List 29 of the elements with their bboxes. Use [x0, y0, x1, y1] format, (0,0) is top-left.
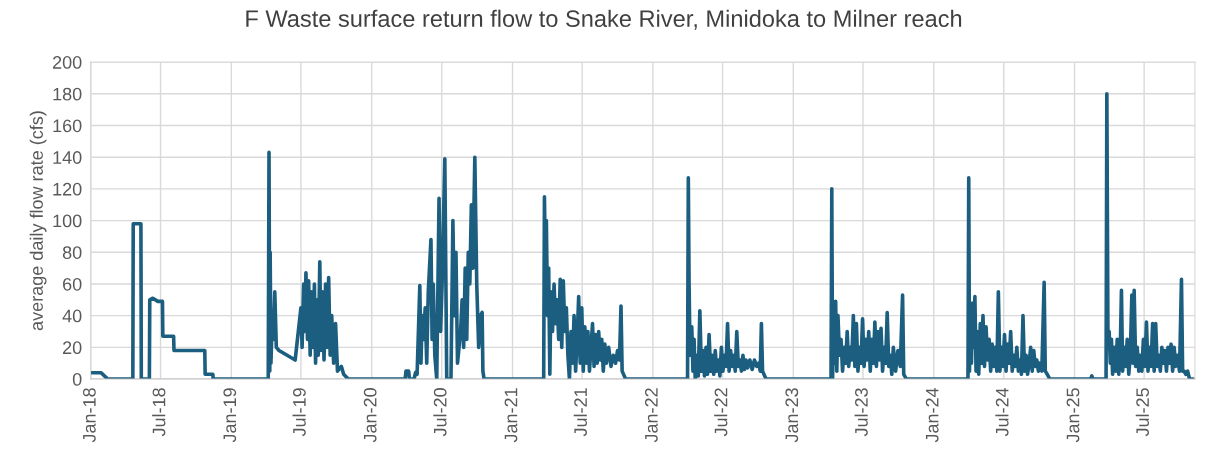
- y-axis-title: average daily flow rate (cfs): [29, 111, 47, 331]
- y-tick-label: 160: [53, 119, 82, 133]
- x-tick-label: Jul-25: [1135, 388, 1149, 437]
- y-tick-label: 100: [53, 214, 82, 228]
- x-tick-label: Jan-22: [644, 388, 658, 443]
- x-tick-label: Jan-21: [504, 388, 518, 443]
- chart-title: F Waste surface return flow to Snake River, Minidoka to Milner reach: [246, 9, 962, 30]
- x-tick-label: Jan-24: [925, 387, 939, 443]
- y-tick-label: 40: [62, 309, 82, 323]
- x-tick-label: Jul-20: [433, 388, 447, 437]
- x-tick-label: Jul-23: [854, 388, 868, 437]
- x-tick-label: Jul-19: [292, 388, 306, 437]
- x-tick-label: Jul-21: [573, 388, 587, 437]
- y-tick-label: 200: [52, 56, 82, 69]
- x-tick-label: Jul-24: [995, 387, 1009, 437]
- y-tick-label: 180: [53, 87, 82, 101]
- y-tick-label: 20: [63, 341, 82, 355]
- y-tick-label: 0: [72, 372, 82, 386]
- x-tick-label: Jul-18: [152, 388, 166, 437]
- y-tick-label: 140: [53, 151, 82, 164]
- x-tick-label: Jul-22: [714, 388, 728, 437]
- x-tick-label: Jan-23: [785, 388, 799, 443]
- y-tick-label: 80: [62, 246, 82, 259]
- x-tick-label: Jan-19: [223, 388, 237, 443]
- y-tick-label: 120: [53, 182, 82, 196]
- y-tick-label: 60: [63, 277, 82, 291]
- x-tick-label: Jan-18: [82, 388, 96, 443]
- x-tick-label: Jan-25: [1066, 388, 1080, 443]
- x-tick-label: Jan-20: [363, 388, 377, 443]
